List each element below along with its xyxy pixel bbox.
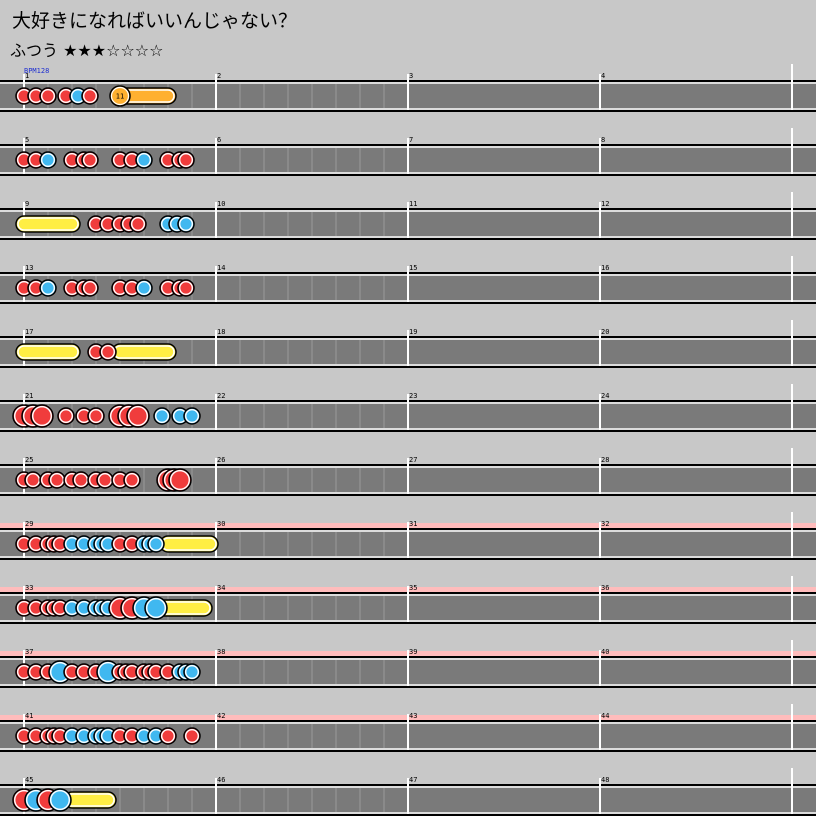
measure-number: 39 bbox=[409, 648, 417, 656]
measure-number: 34 bbox=[217, 584, 225, 592]
measure-number: 23 bbox=[409, 392, 417, 400]
note-ring bbox=[184, 409, 199, 424]
measure-number: 21 bbox=[25, 392, 33, 400]
measure-number: 26 bbox=[217, 456, 225, 464]
note-ring bbox=[178, 152, 193, 167]
big-don-note bbox=[126, 404, 150, 428]
don-note bbox=[39, 87, 57, 105]
measure-number: 25 bbox=[25, 456, 33, 464]
measure-number: 29 bbox=[25, 520, 33, 528]
big-don-note bbox=[168, 468, 192, 492]
measure-number: 45 bbox=[25, 776, 33, 784]
note-ring bbox=[136, 281, 151, 296]
drumroll-bar bbox=[15, 343, 81, 361]
measure-number: 43 bbox=[409, 712, 417, 720]
difficulty-stars: ふつう ★★★☆☆☆☆ bbox=[10, 41, 164, 60]
note-ring bbox=[136, 152, 151, 167]
measure-number: 19 bbox=[409, 328, 417, 336]
note-ring bbox=[32, 406, 53, 427]
note-ring bbox=[100, 345, 115, 360]
note-ring bbox=[82, 88, 97, 103]
note-ring bbox=[178, 281, 193, 296]
measure-number: 13 bbox=[25, 264, 33, 272]
measure-number: 37 bbox=[25, 648, 33, 656]
measure-number: 44 bbox=[601, 712, 609, 720]
measure-number: 14 bbox=[217, 264, 225, 272]
note-ring bbox=[145, 598, 166, 619]
measure-number: 35 bbox=[409, 584, 417, 592]
measure-number: 5 bbox=[25, 136, 29, 144]
measure-number: 8 bbox=[601, 136, 605, 144]
measure-number: 28 bbox=[601, 456, 609, 464]
measure-number: 4 bbox=[601, 72, 605, 80]
balloon-head bbox=[109, 85, 131, 107]
note-ring bbox=[41, 88, 56, 103]
song-title: 大好きになればいいんじゃない？ bbox=[12, 10, 298, 32]
measure-number: 41 bbox=[25, 712, 33, 720]
measure-number: 22 bbox=[217, 392, 225, 400]
measure-number: 30 bbox=[217, 520, 225, 528]
measure-number: 15 bbox=[409, 264, 417, 272]
measure-number: 38 bbox=[217, 648, 225, 656]
measure-number: 46 bbox=[217, 776, 225, 784]
measure-number: 33 bbox=[25, 584, 33, 592]
note-ring bbox=[169, 470, 190, 491]
measure-number: 7 bbox=[409, 136, 413, 144]
note-ring bbox=[178, 216, 193, 231]
measure-number: 18 bbox=[217, 328, 225, 336]
measure-number: 9 bbox=[25, 200, 29, 208]
measure-number: 31 bbox=[409, 520, 417, 528]
note-ring bbox=[184, 665, 199, 680]
note-ring bbox=[41, 281, 56, 296]
note-ring bbox=[160, 729, 175, 744]
measure-number: 47 bbox=[409, 776, 417, 784]
note-ring bbox=[124, 473, 139, 488]
measure-number: 24 bbox=[601, 392, 609, 400]
note-ring bbox=[127, 406, 148, 427]
measure-number: 3 bbox=[409, 72, 413, 80]
note-ring bbox=[59, 409, 74, 424]
measure-number: 2 bbox=[217, 72, 221, 80]
measure-number: 11 bbox=[409, 200, 417, 208]
note-ring bbox=[154, 409, 169, 424]
big-don-note bbox=[30, 404, 54, 428]
measure-number: 1 bbox=[25, 72, 29, 80]
note-ring bbox=[50, 790, 71, 811]
note-ring bbox=[82, 281, 97, 296]
measure-number: 6 bbox=[217, 136, 221, 144]
big-ka-note bbox=[144, 596, 168, 620]
note-ring bbox=[41, 152, 56, 167]
don-note bbox=[81, 87, 99, 105]
note-ring bbox=[88, 409, 103, 424]
note-ring bbox=[130, 216, 145, 231]
measure-number: 40 bbox=[601, 648, 609, 656]
measure-number: 17 bbox=[25, 328, 33, 336]
measure-number: 20 bbox=[601, 328, 609, 336]
measure-number: 32 bbox=[601, 520, 609, 528]
span-inner-ring bbox=[17, 345, 79, 359]
measure-number: 10 bbox=[217, 200, 225, 208]
measure-number: 16 bbox=[601, 264, 609, 272]
measure-number: 36 bbox=[601, 584, 609, 592]
measure-number: 27 bbox=[409, 456, 417, 464]
note-ring bbox=[148, 537, 163, 552]
span-inner-ring bbox=[17, 217, 79, 231]
note-ring bbox=[184, 729, 199, 744]
note-ring bbox=[82, 152, 97, 167]
bpm-label: BPM128 bbox=[24, 67, 50, 75]
balloon-head-ring bbox=[110, 86, 130, 106]
drumroll-bar bbox=[15, 215, 81, 233]
measure-number: 12 bbox=[601, 200, 609, 208]
measure-number: 48 bbox=[601, 776, 609, 784]
measure-number: 42 bbox=[217, 712, 225, 720]
balloon-count: 11 bbox=[116, 93, 124, 101]
big-ka-note bbox=[48, 788, 72, 812]
